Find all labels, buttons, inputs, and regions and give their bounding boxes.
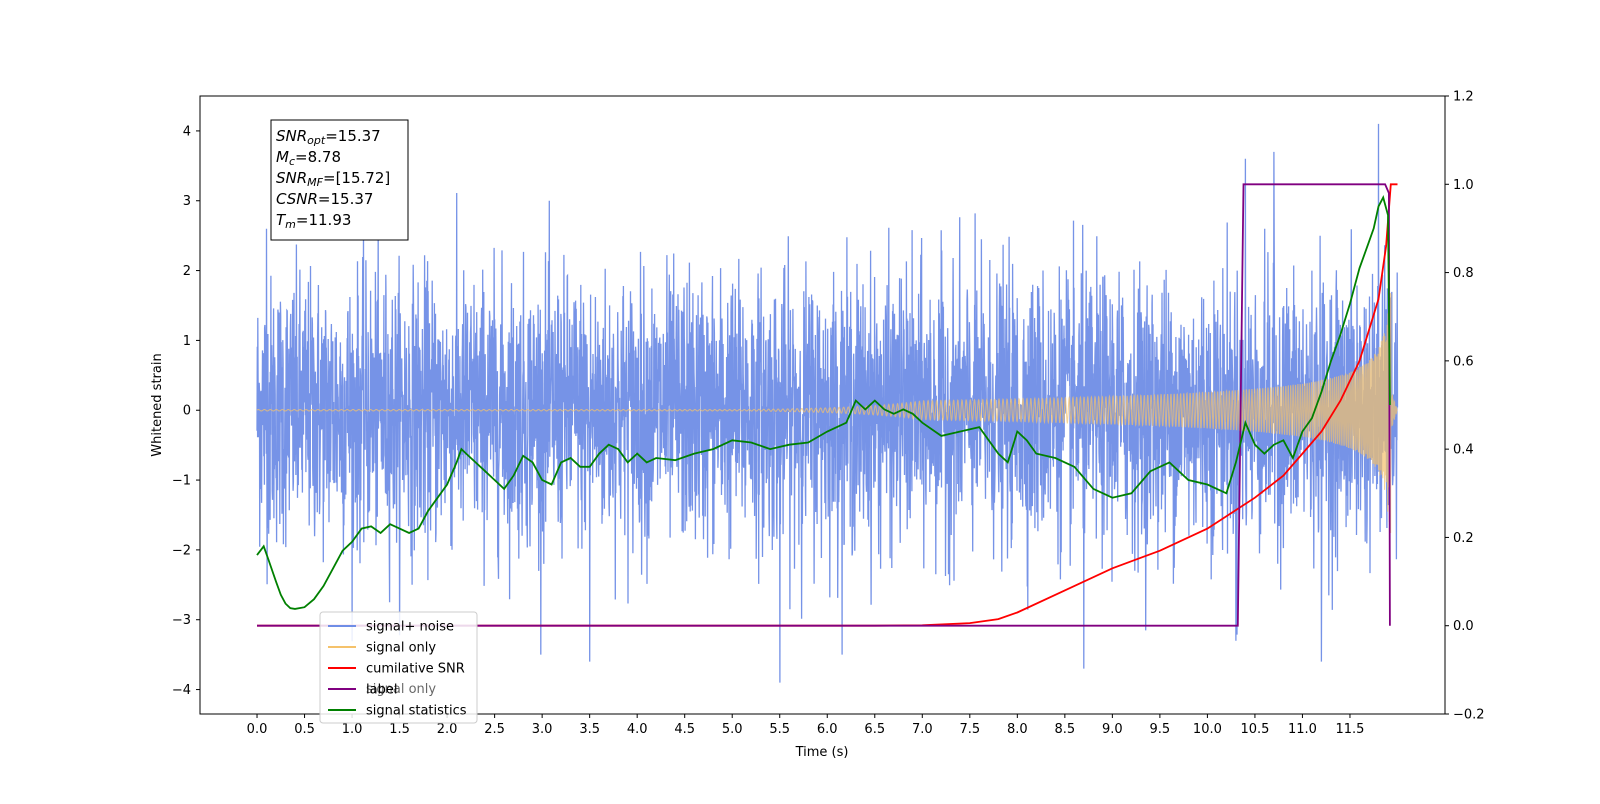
- annotation-var: T: [276, 211, 287, 229]
- series-signal-statistics-line: [256, 195, 1391, 610]
- annotation-var: CSNR: [276, 190, 318, 208]
- y-tick-label: −2: [172, 543, 191, 558]
- y-tick-label: 3: [183, 194, 191, 209]
- y2-tick-label: 1.0: [1453, 178, 1474, 193]
- x-tick-label: 6.0: [817, 722, 838, 737]
- x-tick-label: 6.5: [864, 722, 885, 737]
- y-tick-label: 4: [183, 124, 191, 139]
- occluded-legend-text: signal only: [366, 682, 436, 697]
- y2-tick-label: 0.6: [1453, 354, 1474, 369]
- annotation-frame: [270, 119, 409, 241]
- y2-tick-label: 1.2: [1453, 90, 1474, 105]
- y2-tick-label: 0.4: [1453, 443, 1474, 458]
- x-tick-label: 8.5: [1055, 722, 1076, 737]
- x-tick-label: 11.5: [1335, 722, 1364, 737]
- annotation-value: =[15.72]: [323, 169, 390, 187]
- legend-label: cumilative SNR: [366, 662, 465, 677]
- x-tick-label: 2.5: [484, 722, 505, 737]
- y-axis-left: 4 3 2 1 0 −1 −2 −3 −4: [172, 124, 200, 698]
- x-tick-label: 11.0: [1288, 722, 1317, 737]
- x-tick-label: 7.5: [959, 722, 980, 737]
- series-signal-noise-line: [256, 123, 1399, 683]
- x-tick-label: 10.0: [1193, 722, 1222, 737]
- x-tick-label: 8.0: [1007, 722, 1028, 737]
- y-tick-label: −1: [172, 474, 191, 489]
- x-tick-label: 9.0: [1102, 722, 1123, 737]
- legend-frame: [319, 611, 478, 724]
- plot-frame: [199, 95, 1446, 715]
- y-tick-label: 1: [183, 334, 191, 349]
- x-tick-label: 5.5: [769, 722, 790, 737]
- legend-label: signal+ noise: [366, 620, 454, 635]
- x-tick-label: 4.0: [627, 722, 648, 737]
- x-axis: 0.0 0.5 1.0 1.5 2.0 2.5 3.0 3.5 4.0 4.5 5.0 5.5 6.0 6…: [247, 714, 1364, 737]
- annotation-value: =11.93: [296, 211, 352, 229]
- annotation-value: =8.78: [295, 148, 341, 166]
- annotation-value: =15.37: [318, 190, 374, 208]
- y2-tick-label: 0.2: [1453, 531, 1474, 546]
- y-axis-label: Whitened strain: [150, 353, 165, 456]
- annotation-subscript: MF: [307, 176, 323, 189]
- annotation-var: SNR: [276, 127, 307, 145]
- y2-tick-label: 0.8: [1453, 266, 1474, 281]
- legend-label: signal statistics: [366, 704, 467, 719]
- y2-tick-label: −0.2: [1453, 708, 1485, 723]
- annotation-line: CSNR=15.37: [276, 190, 373, 208]
- y-tick-label: −4: [172, 683, 191, 698]
- annotation-subscript: c: [289, 155, 295, 168]
- annotation-subscript: opt: [307, 134, 326, 147]
- annotation-box: SNRopt=15.37Mc=8.78SNRMF=[15.72]CSNR=15.…: [270, 119, 409, 241]
- annotation-var: SNR: [276, 169, 307, 187]
- x-tick-label: 9.5: [1150, 722, 1171, 737]
- series-signal-only-line: [256, 292, 1398, 534]
- annotation-line: SNRMF=[15.72]: [276, 169, 390, 189]
- x-tick-label: 5.0: [722, 722, 743, 737]
- plot-area: [256, 123, 1399, 683]
- x-tick-label: 2.0: [437, 722, 458, 737]
- annotation-value: =15.37: [325, 127, 381, 145]
- x-tick-label: 0.5: [294, 722, 315, 737]
- y-axis-right: 1.2 1.0 0.8 0.6 0.4 0.2 0.0 −0.2: [1445, 90, 1485, 723]
- annotation-line: Tm=11.93: [276, 211, 351, 231]
- annotation-var: M: [276, 148, 289, 166]
- x-tick-label: 7.0: [912, 722, 933, 737]
- annotation-line: SNRopt=15.37: [276, 127, 381, 147]
- x-tick-label: 0.0: [247, 722, 268, 737]
- y2-tick-label: 0.0: [1453, 619, 1474, 634]
- x-tick-label: 3.5: [579, 722, 600, 737]
- y-tick-label: 0: [183, 404, 191, 419]
- y-tick-label: 2: [183, 264, 191, 279]
- x-tick-label: 3.0: [532, 722, 553, 737]
- legend: signal only signal+ noise signal only cumil…: [319, 611, 478, 724]
- x-tick-label: 4.5: [674, 722, 695, 737]
- annotation-line: Mc=8.78: [276, 148, 341, 168]
- annotation-subscript: m: [285, 218, 296, 231]
- x-tick-label: 10.5: [1240, 722, 1269, 737]
- x-axis-label: Time (s): [795, 745, 849, 760]
- legend-label: label: [366, 683, 397, 698]
- x-tick-label: 1.0: [342, 722, 363, 737]
- y-tick-label: −3: [172, 613, 191, 628]
- series-cumilative-snr-line: [257, 183, 1398, 627]
- legend-label: signal only: [366, 641, 436, 656]
- x-tick-label: 1.5: [389, 722, 410, 737]
